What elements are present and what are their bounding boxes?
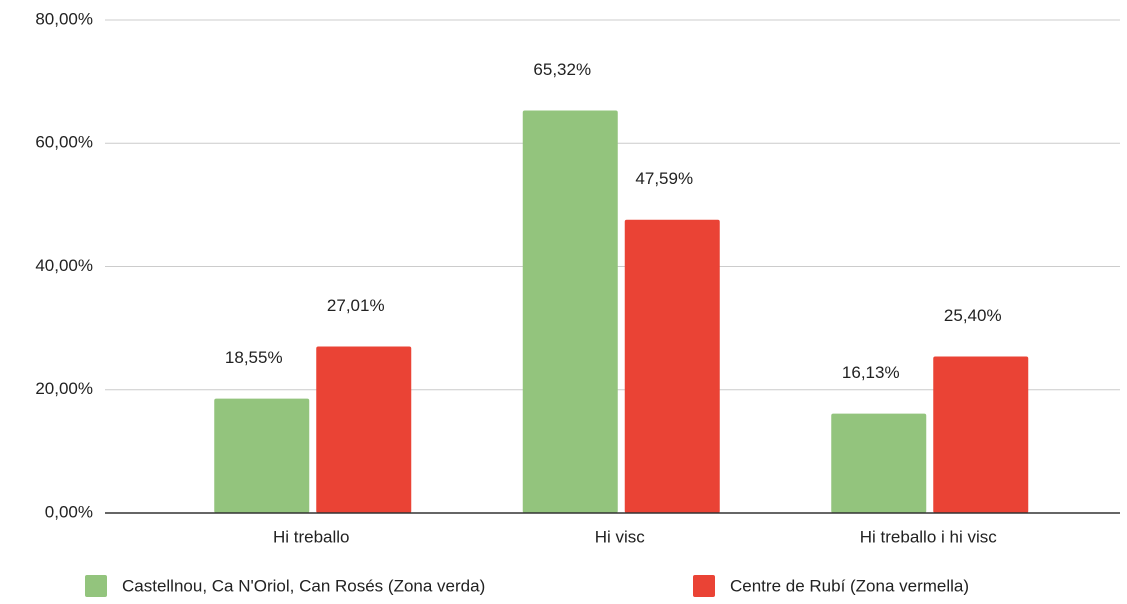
bar <box>522 110 618 513</box>
y-tick-label: 80,00% <box>35 9 93 28</box>
y-tick-label: 40,00% <box>35 256 93 275</box>
y-tick-label: 0,00% <box>45 502 93 521</box>
legend-swatch <box>85 575 107 597</box>
data-label: 25,40% <box>944 306 1002 325</box>
data-label: 65,32% <box>533 60 591 79</box>
x-tick-label: Hi treballo i hi visc <box>860 527 997 546</box>
data-label: 16,13% <box>842 363 900 382</box>
data-label: 47,59% <box>635 169 693 188</box>
data-label: 18,55% <box>225 348 283 367</box>
x-tick-label: Hi visc <box>595 527 646 546</box>
data-label: 27,01% <box>327 296 385 315</box>
x-tick-label: Hi treballo <box>273 527 350 546</box>
legend-swatch <box>693 575 715 597</box>
bar <box>933 356 1029 513</box>
bar <box>214 398 310 513</box>
legend-label: Castellnou, Ca N'Oriol, Can Rosés (Zona … <box>122 576 485 595</box>
bar <box>831 413 927 513</box>
y-tick-label: 60,00% <box>35 133 93 152</box>
bar <box>316 346 412 513</box>
bar <box>624 219 720 513</box>
y-tick-label: 20,00% <box>35 379 93 398</box>
legend-label: Centre de Rubí (Zona vermella) <box>730 576 969 595</box>
